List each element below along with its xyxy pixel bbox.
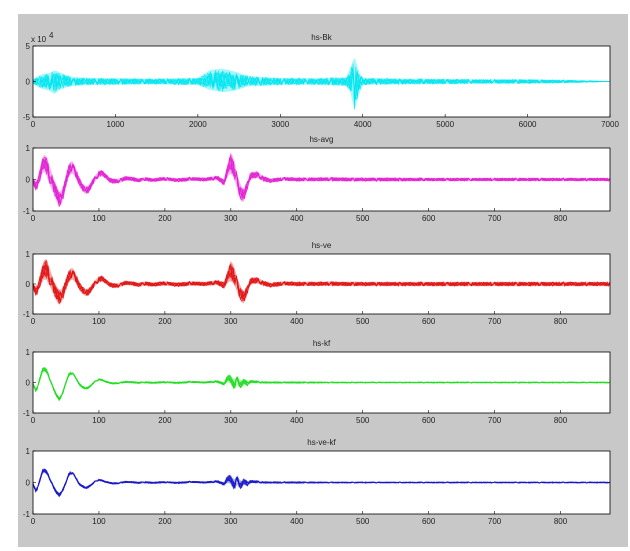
x-tick-label: 200 [158, 214, 172, 223]
series-trace [32, 468, 611, 498]
x-tick-label: 800 [554, 317, 568, 326]
x-tick-label: 0 [31, 416, 36, 425]
x-tick-label: 5000 [436, 120, 454, 129]
x-tick-label: 0 [31, 120, 36, 129]
x-tick-label: 600 [422, 416, 436, 425]
y-tick-label: 1 [26, 348, 31, 357]
x-tick-label: 200 [158, 517, 172, 526]
subplot-title: hs-ve-kf [307, 438, 336, 447]
subplot-hs-Bk: 0 1000 2000 3000 4000 5000 6000 7000-505hs-Bkx … [23, 31, 620, 129]
x-tick-label: 6000 [519, 120, 537, 129]
x-tick-label: 300 [224, 214, 238, 223]
series-trace [32, 367, 611, 402]
series-trace [32, 70, 610, 103]
x-tick-label: 3000 [271, 120, 289, 129]
y-tick-label: -5 [23, 113, 31, 122]
x-tick-label: 400 [290, 214, 304, 223]
x-tick-label: 700 [488, 317, 502, 326]
x-tick-label: 100 [92, 416, 106, 425]
x-tick-label: 1000 [107, 120, 125, 129]
y-tick-label: 1 [26, 447, 31, 456]
x-tick-label: 100 [92, 517, 106, 526]
y-tick-label: 0 [26, 280, 31, 289]
x-tick-label: 300 [224, 517, 238, 526]
y-tick-label: 5 [26, 42, 31, 51]
y-tick-label: 0 [26, 479, 31, 488]
x-tick-label: 500 [356, 214, 370, 223]
x-tick-label: 7000 [601, 120, 619, 129]
x-tick-label: 0 [31, 317, 36, 326]
x-tick-label: 100 [92, 317, 106, 326]
x-tick-label: 600 [422, 517, 436, 526]
series-trace [32, 264, 611, 303]
x-tick-label: 800 [554, 517, 568, 526]
x-tick-label: 200 [158, 317, 172, 326]
x-tick-label: 0 [31, 214, 36, 223]
subplot-title: hs-Bk [311, 33, 332, 42]
x-tick-label: 0 [31, 517, 36, 526]
x-tick-label: 700 [488, 517, 502, 526]
series-trace [32, 367, 611, 400]
x-tick-label: 500 [356, 317, 370, 326]
x-tick-label: 800 [554, 214, 568, 223]
y-multiplier-label: x 10 [31, 35, 47, 44]
x-tick-label: 300 [224, 317, 238, 326]
y-multiplier-exponent: 4 [49, 31, 54, 40]
y-tick-label: -1 [23, 310, 31, 319]
x-tick-label: 400 [290, 517, 304, 526]
x-tick-label: 2000 [189, 120, 207, 129]
subplot-title: hs-ve [312, 241, 332, 250]
series-trace [32, 157, 611, 205]
x-tick-label: 500 [356, 416, 370, 425]
series-trace [32, 155, 611, 205]
x-tick-label: 100 [92, 214, 106, 223]
series-trace [32, 63, 611, 110]
x-tick-label: 400 [290, 317, 304, 326]
x-tick-label: 800 [554, 416, 568, 425]
x-tick-label: 600 [422, 214, 436, 223]
y-tick-label: 0 [26, 379, 31, 388]
y-tick-label: -1 [23, 510, 31, 519]
x-tick-label: 600 [422, 317, 436, 326]
y-tick-label: 0 [26, 176, 31, 185]
series-trace [32, 468, 611, 496]
x-tick-label: 500 [356, 517, 370, 526]
subplot-title: hs-avg [309, 135, 333, 144]
series-trace [32, 263, 611, 303]
x-tick-label: 700 [488, 214, 502, 223]
y-tick-label: 1 [26, 250, 31, 259]
x-tick-label: 400 [290, 416, 304, 425]
y-tick-label: -1 [23, 207, 31, 216]
y-tick-label: 1 [26, 144, 31, 153]
x-tick-label: 700 [488, 416, 502, 425]
subplot-title: hs-kf [313, 339, 331, 348]
x-tick-label: 200 [158, 416, 172, 425]
y-tick-label: -1 [23, 409, 31, 418]
x-tick-label: 300 [224, 416, 238, 425]
y-tick-label: 0 [26, 78, 31, 87]
x-tick-label: 4000 [354, 120, 372, 129]
